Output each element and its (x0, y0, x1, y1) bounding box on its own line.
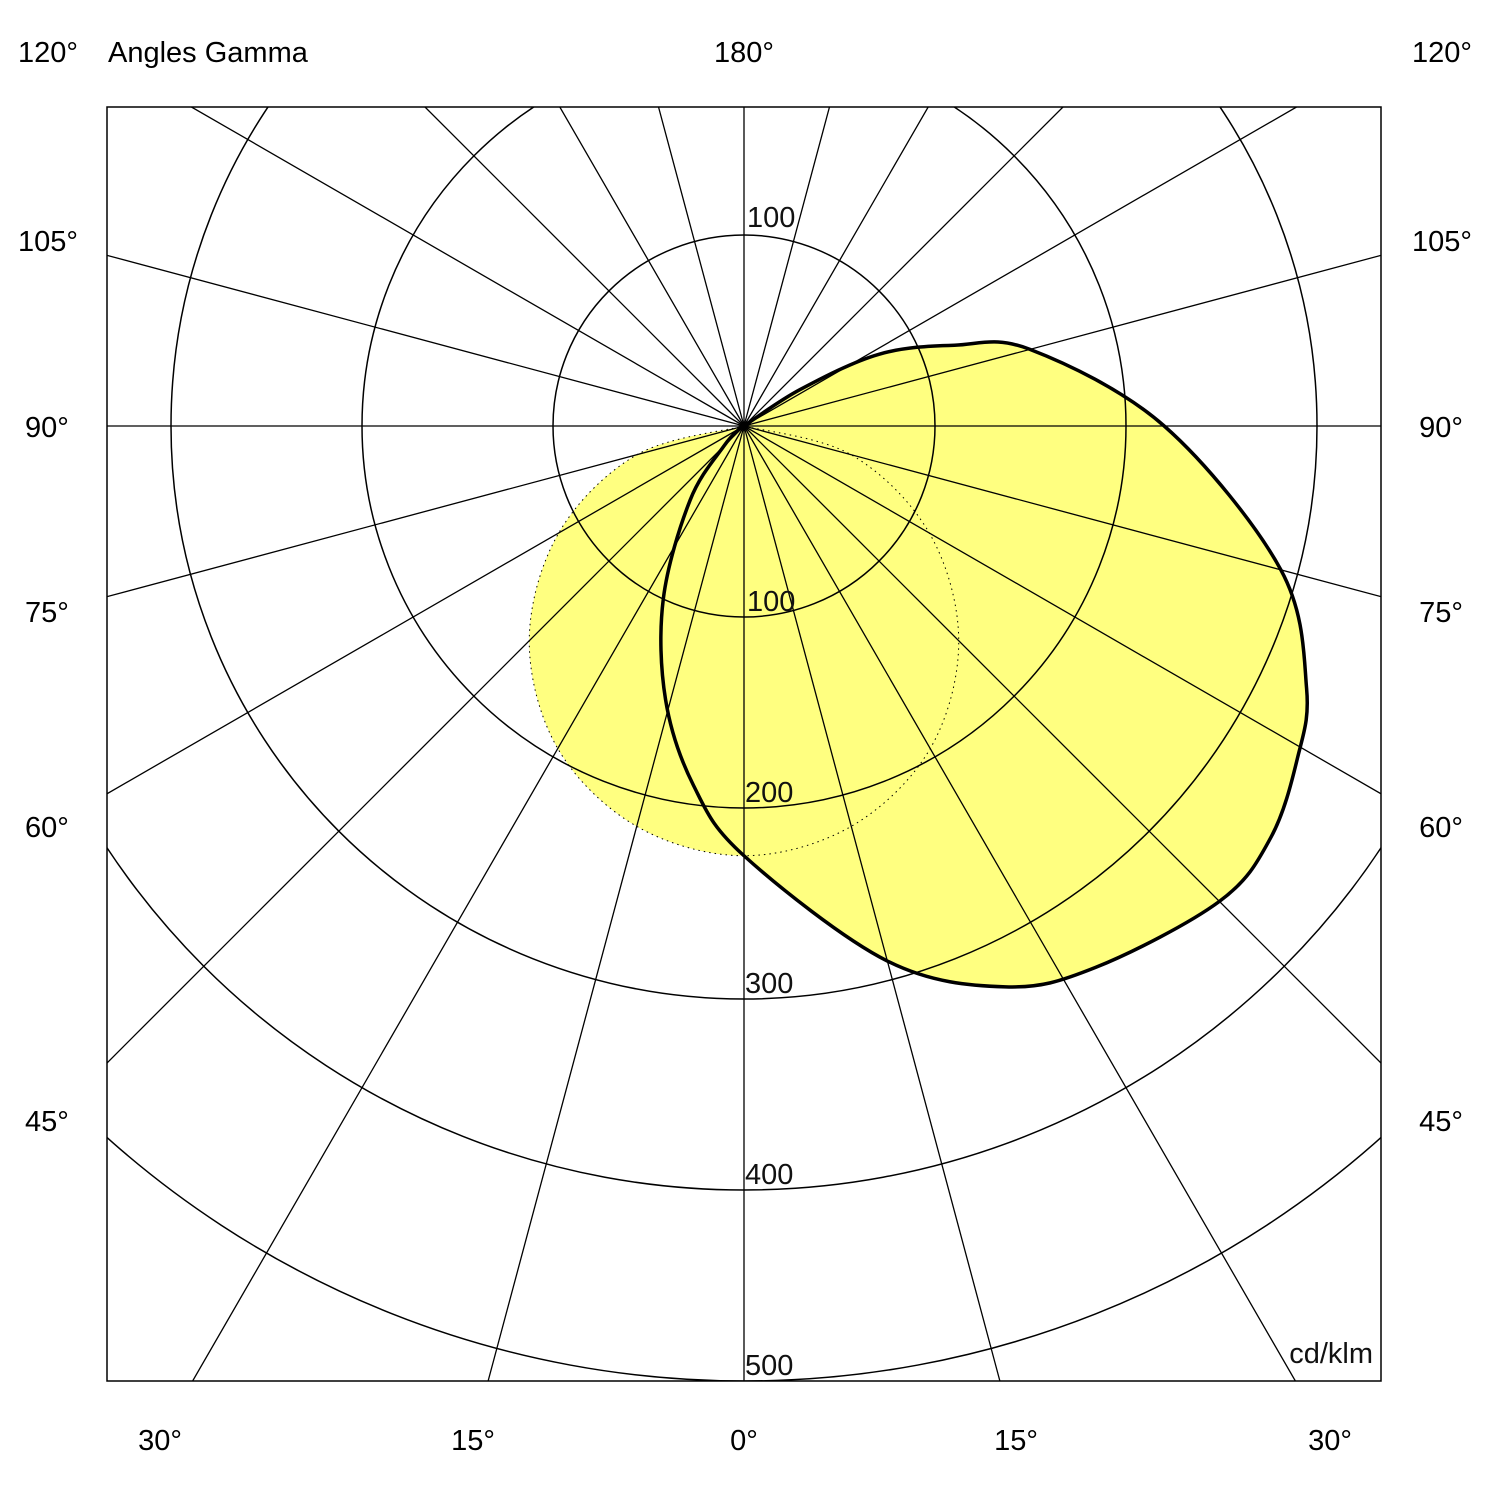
bottom-angle-label: 15° (994, 1425, 1038, 1457)
right-angle-label: 60° (1419, 812, 1463, 844)
grid-spoke (743, 107, 929, 427)
grid-spoke (657, 107, 745, 427)
grid-spoke (424, 107, 745, 427)
top-angle-label: 180° (714, 37, 774, 69)
curve-line-dotted (528, 425, 960, 857)
left-angle-label: 60° (25, 812, 69, 844)
ring-label-upper: 100 (747, 202, 795, 234)
grid-spoke (743, 254, 1381, 427)
grid-spoke (107, 425, 745, 795)
left-angle-label: 105° (18, 226, 78, 258)
right-angle-label: 75° (1419, 597, 1463, 629)
curve-fills (529, 341, 1308, 987)
bottom-angle-label: 0° (730, 1425, 758, 1457)
grid-spoke (107, 425, 745, 1064)
right-angle-label: 105° (1412, 226, 1472, 258)
left-angle-label: 75° (25, 597, 69, 629)
bottom-angle-label: 30° (1308, 1425, 1352, 1457)
plot-frame (106, 106, 1382, 1382)
left-angle-label: 90° (25, 412, 69, 444)
ring-label: 300 (745, 968, 793, 1000)
ring-label: 200 (745, 777, 793, 809)
curve-line-solid (659, 340, 1309, 989)
left-angle-label: 45° (25, 1106, 69, 1138)
curve-lines (528, 340, 1309, 989)
unit-label: cd/klm (1289, 1338, 1373, 1370)
grid-spoke (191, 107, 745, 427)
grid-spoke (743, 425, 1296, 1381)
left-angle-label: 120° (18, 37, 78, 69)
grid-spoke (107, 254, 745, 427)
bottom-angle-label: 15° (451, 1425, 495, 1457)
curve-fill-solid (660, 341, 1308, 987)
right-angle-label: 120° (1412, 37, 1472, 69)
ring-label: 100 (747, 586, 795, 618)
right-angle-label: 90° (1419, 412, 1463, 444)
right-angle-label: 45° (1419, 1106, 1463, 1138)
bottom-angle-label: 30° (138, 1425, 182, 1457)
ring-label: 400 (745, 1159, 793, 1191)
grid-spoke (743, 425, 1381, 1064)
grid-spoke (559, 107, 745, 427)
grid-spoke (743, 107, 1064, 427)
grid-spoke (743, 107, 831, 427)
grid-spoke (743, 425, 1001, 1381)
grid-spoke (192, 425, 745, 1381)
chart-title: Angles Gamma (108, 37, 309, 69)
grid-spoke (743, 425, 1381, 795)
grid-spoke (743, 425, 1381, 598)
ring-label: 500 (745, 1350, 793, 1382)
grid-spoke (487, 425, 745, 1381)
